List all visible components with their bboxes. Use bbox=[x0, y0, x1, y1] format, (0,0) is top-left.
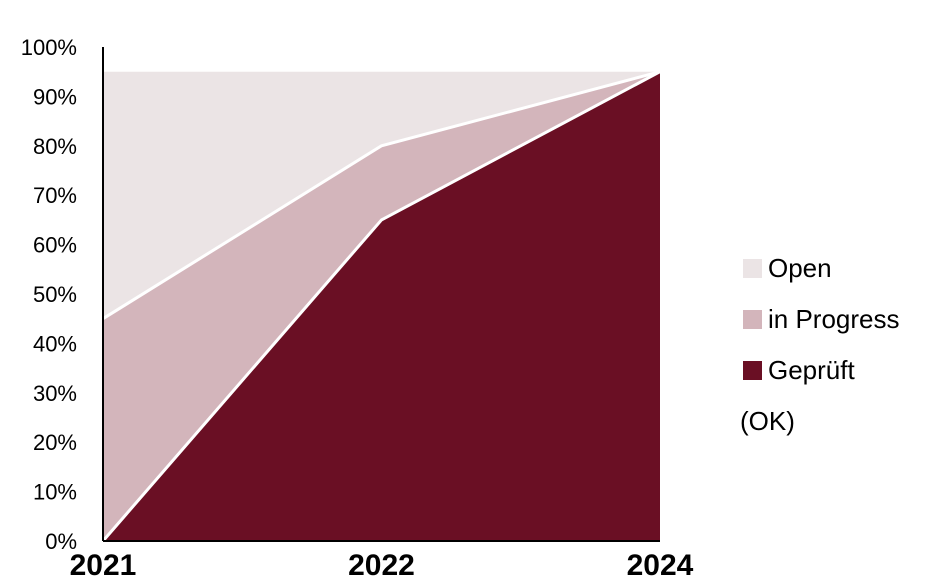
x-axis-ticks: 2021 2022 2024 bbox=[70, 549, 694, 582]
y-tick-label: 40% bbox=[33, 331, 77, 356]
y-tick-label: 10% bbox=[33, 480, 77, 505]
x-tick-label: 2021 bbox=[70, 549, 137, 579]
legend-label: Open bbox=[768, 253, 832, 283]
y-tick-label: 20% bbox=[33, 430, 77, 455]
y-tick-label: 100% bbox=[21, 35, 77, 60]
legend: Open in Progress Geprüft (OK) bbox=[740, 253, 900, 436]
y-tick-label: 90% bbox=[33, 84, 77, 109]
y-tick-label: 60% bbox=[33, 233, 77, 258]
series-divider-line bbox=[102, 70, 661, 320]
y-tick-label: 30% bbox=[33, 381, 77, 406]
legend-swatch bbox=[743, 259, 762, 278]
x-tick-label: 2022 bbox=[348, 549, 415, 579]
y-tick-label: 0% bbox=[45, 529, 77, 554]
legend-swatch bbox=[743, 361, 762, 380]
y-tick-label: 50% bbox=[33, 282, 77, 307]
y-tick-label: 70% bbox=[33, 183, 77, 208]
areas-layer bbox=[101, 70, 661, 542]
legend-swatch bbox=[743, 310, 762, 329]
y-tick-label: 80% bbox=[33, 134, 77, 159]
area-open bbox=[103, 71, 660, 319]
legend-label: in Progress bbox=[768, 304, 900, 334]
legend-label: Geprüft bbox=[768, 355, 855, 385]
y-axis-ticks: 0% 10% 20% 30% 40% 50% 60% 70% 80% 90% 100% bbox=[21, 35, 77, 554]
area-in-progress bbox=[103, 71, 660, 541]
x-tick-label: 2024 bbox=[627, 549, 694, 579]
axis-lines bbox=[102, 47, 660, 542]
area-gepr-ft-ok bbox=[103, 71, 660, 541]
series-divider-line bbox=[101, 70, 661, 542]
legend-label-continuation: (OK) bbox=[740, 406, 795, 436]
